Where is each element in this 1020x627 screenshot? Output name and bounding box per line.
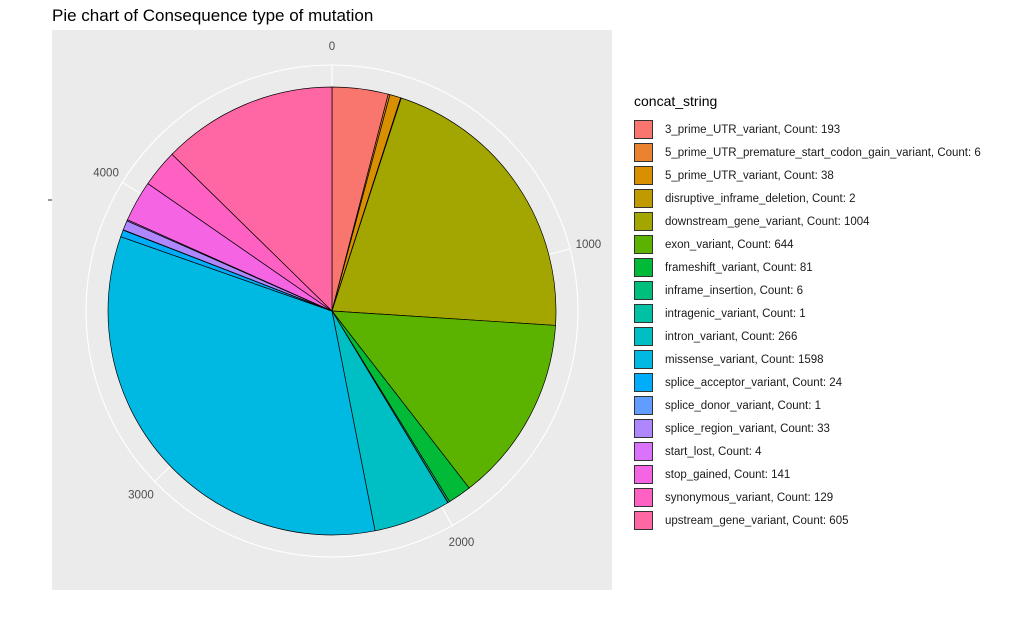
legend-item: splice_region_variant, Count: 33 <box>634 417 981 440</box>
legend-key <box>634 488 653 507</box>
legend-label: missense_variant, Count: 1598 <box>665 353 824 366</box>
legend-key <box>634 304 653 323</box>
legend-key <box>634 212 653 231</box>
pie-slice-5 <box>331 97 557 326</box>
tick-label: 2000 <box>449 537 475 549</box>
legend-item: 5_prime_UTR_premature_start_codon_gain_v… <box>634 141 981 164</box>
legend-label: 5_prime_UTR_variant, Count: 38 <box>665 169 834 182</box>
pie-chart: 0 1000 2000 3000 4000 <box>48 30 612 590</box>
legend-item: stop_gained, Count: 141 <box>634 463 981 486</box>
legend-key <box>634 350 653 369</box>
legend-item: 5_prime_UTR_variant, Count: 38 <box>634 164 981 187</box>
legend-item: downstream_gene_variant, Count: 1004 <box>634 210 981 233</box>
legend-item: inframe_insertion, Count: 6 <box>634 279 981 302</box>
legend-key <box>634 258 653 277</box>
legend-label: splice_region_variant, Count: 33 <box>665 422 830 435</box>
legend-title: concat_string <box>634 93 718 109</box>
legend-key <box>634 166 653 185</box>
legend-label: 3_prime_UTR_variant, Count: 193 <box>665 123 841 136</box>
legend-item: intron_variant, Count: 266 <box>634 325 981 348</box>
legend-item: splice_donor_variant, Count: 1 <box>634 394 981 417</box>
legend-item: intragenic_variant, Count: 1 <box>634 302 981 325</box>
legend-key <box>634 396 653 415</box>
legend-key <box>634 442 653 461</box>
legend-key <box>634 143 653 162</box>
legend-label: inframe_insertion, Count: 6 <box>665 284 804 297</box>
legend-label: exon_variant, Count: 644 <box>665 238 794 251</box>
legend-label: upstream_gene_variant, Count: 605 <box>665 514 849 527</box>
legend-label: start_lost, Count: 4 <box>665 445 762 458</box>
pie-slices <box>107 86 557 536</box>
legend-label: intragenic_variant, Count: 1 <box>665 307 806 320</box>
legend-item: disruptive_inframe_deletion, Count: 2 <box>634 187 981 210</box>
legend-items: 3_prime_UTR_variant, Count: 193 5_prime_U… <box>634 118 981 532</box>
legend-item: start_lost, Count: 4 <box>634 440 981 463</box>
legend-item: exon_variant, Count: 644 <box>634 233 981 256</box>
legend: concat_string 3_prime_UTR_variant, Count… <box>634 93 981 532</box>
legend-label: synonymous_variant, Count: 129 <box>665 491 834 504</box>
legend-key <box>634 511 653 530</box>
legend-item: frameshift_variant, Count: 81 <box>634 256 981 279</box>
legend-item: synonymous_variant, Count: 129 <box>634 486 981 509</box>
legend-key <box>634 419 653 438</box>
legend-label: downstream_gene_variant, Count: 1004 <box>665 215 870 228</box>
chart-title: Pie chart of Consequence type of mutatio… <box>52 6 374 25</box>
tick-label: 0 <box>329 41 335 53</box>
legend-label: disruptive_inframe_deletion, Count: 2 <box>665 192 856 205</box>
legend-item: 3_prime_UTR_variant, Count: 193 <box>634 118 981 141</box>
pie-slice-11 <box>107 236 376 536</box>
legend-label: splice_donor_variant, Count: 1 <box>665 399 821 412</box>
legend-key <box>634 235 653 254</box>
angle-tick-labels: 0 1000 2000 3000 4000 <box>93 41 601 549</box>
pie-slice-18 <box>171 86 333 312</box>
legend-item: splice_acceptor_variant, Count: 24 <box>634 371 981 394</box>
legend-label: intron_variant, Count: 266 <box>665 330 798 343</box>
legend-key <box>634 327 653 346</box>
pie-slice-6 <box>331 310 556 489</box>
legend-key <box>634 373 653 392</box>
legend-key <box>634 281 653 300</box>
legend-label: 5_prime_UTR_premature_start_codon_gain_v… <box>665 146 981 159</box>
legend-label: stop_gained, Count: 141 <box>665 468 791 481</box>
tick-label: 1000 <box>576 239 602 251</box>
tick-label: 3000 <box>128 490 154 502</box>
legend-item: upstream_gene_variant, Count: 605 <box>634 509 981 532</box>
legend-label: frameshift_variant, Count: 81 <box>665 261 813 274</box>
legend-label: splice_acceptor_variant, Count: 24 <box>665 376 843 389</box>
tick-label: 4000 <box>93 168 119 180</box>
legend-key <box>634 120 653 139</box>
legend-item: missense_variant, Count: 1598 <box>634 348 981 371</box>
legend-key <box>634 465 653 484</box>
legend-key <box>634 189 653 208</box>
